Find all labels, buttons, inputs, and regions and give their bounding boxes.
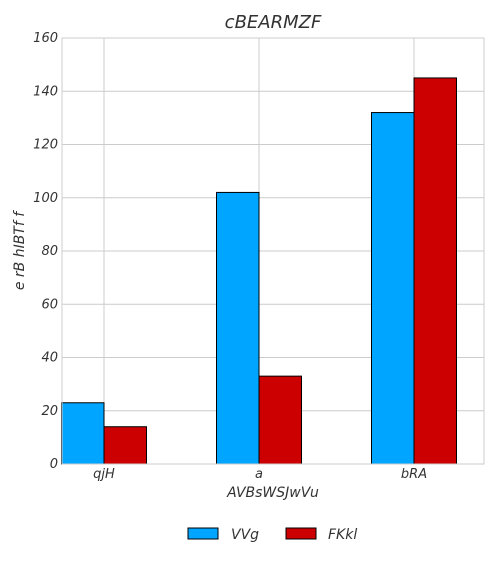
y-tick-label: 0 (50, 457, 58, 472)
bar-vvg-bra (371, 112, 415, 465)
x-axis-label: AVBsWSJwVu (226, 485, 319, 501)
x-tick-label: qjH (93, 467, 115, 482)
bar-vvg-qjh (61, 402, 105, 465)
legend-label-vvg: VVg (231, 527, 259, 543)
x-tick-label: bRA (401, 467, 427, 482)
y-tick-label: 60 (41, 297, 58, 312)
x-tick-labels: qjH a bRA (93, 467, 427, 482)
bar-fkkl-qjh (103, 426, 147, 465)
bar-vvg-a (216, 191, 260, 465)
y-tick-label: 100 (33, 191, 58, 206)
x-tick-label: a (255, 467, 263, 482)
y-tick-label: 120 (33, 138, 58, 153)
y-tick-label: 20 (41, 404, 58, 419)
y-tick-labels: 0 20 40 60 80 100 120 140 160 (33, 31, 58, 472)
bar-fkkl-bra (413, 77, 457, 465)
legend-swatch-vvg (187, 527, 219, 540)
y-axis-label: e rB hIBTf f (12, 210, 28, 290)
plot-frame (61, 37, 485, 465)
legend: VVg FKkl (187, 527, 357, 543)
y-tick-label: 80 (41, 244, 58, 259)
bar-fkkl-a (258, 375, 302, 465)
chart-title: cBEARMZF (225, 12, 322, 33)
y-tick-label: 140 (33, 84, 58, 99)
y-tick-label: 40 (41, 351, 58, 366)
legend-swatch-fkkl (285, 527, 317, 540)
legend-label-fkkl: FKkl (328, 527, 357, 543)
bars (61, 77, 457, 465)
y-tick-label: 160 (33, 31, 58, 46)
